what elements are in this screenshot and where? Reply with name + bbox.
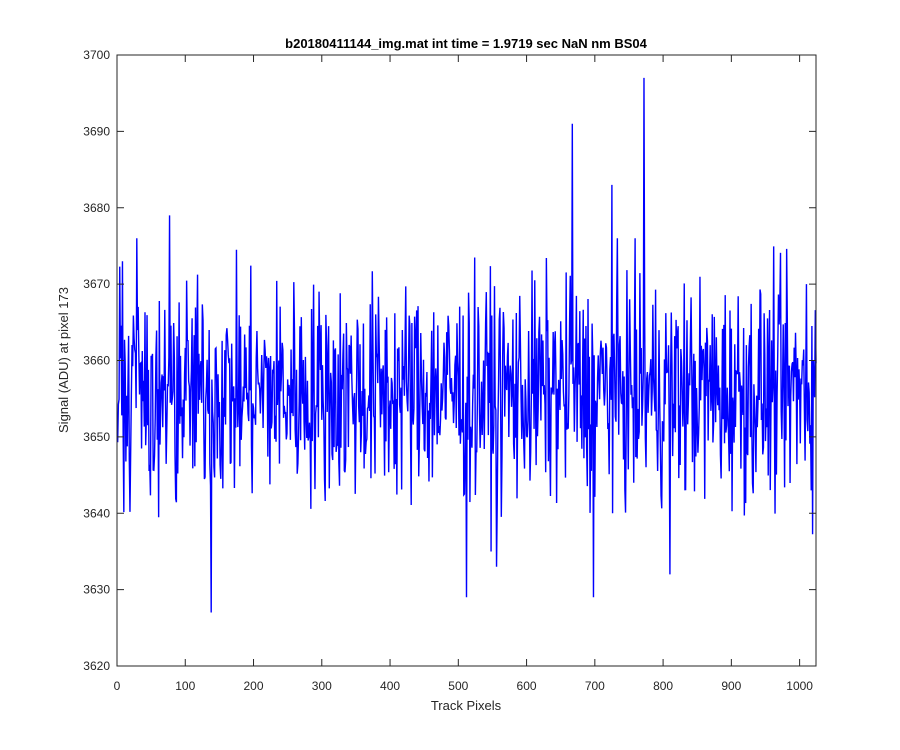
y-tick-label: 3670 xyxy=(83,277,110,291)
plot-area xyxy=(116,54,817,667)
x-tick-label: 400 xyxy=(380,679,400,693)
x-axis-label: Track Pixels xyxy=(431,698,502,713)
y-tick-label: 3690 xyxy=(83,124,110,138)
x-tick-label: 1000 xyxy=(786,679,813,693)
y-tick-label: 3620 xyxy=(83,659,110,673)
y-tick-label: 3680 xyxy=(83,201,110,215)
y-tick-label: 3640 xyxy=(83,506,110,520)
y-tick-label: 3630 xyxy=(83,583,110,597)
y-tick-label: 3700 xyxy=(83,48,110,62)
x-tick-label: 100 xyxy=(175,679,195,693)
series-line xyxy=(116,77,817,613)
x-tick-label: 600 xyxy=(517,679,537,693)
x-tick-label: 200 xyxy=(244,679,264,693)
y-axis-label: Signal (ADU) at pixel 173 xyxy=(56,287,71,433)
y-tick-label: 3660 xyxy=(83,354,110,368)
x-tick-label: 0 xyxy=(114,679,121,693)
x-tick-label: 900 xyxy=(721,679,741,693)
x-tick-label: 700 xyxy=(585,679,605,693)
y-tick-label: 3650 xyxy=(83,430,110,444)
x-tick-label: 500 xyxy=(448,679,468,693)
chart-title: b20180411144_img.mat int time = 1.9719 s… xyxy=(285,36,647,51)
y-axis: 3620 3630 3640 3650 3660 3670 3680 3690 3700 xyxy=(83,48,816,673)
x-axis: 0 100 200 300 400 500 600 700 800 900 1000 xyxy=(114,55,813,693)
x-tick-label: 300 xyxy=(312,679,332,693)
x-tick-label: 800 xyxy=(653,679,673,693)
